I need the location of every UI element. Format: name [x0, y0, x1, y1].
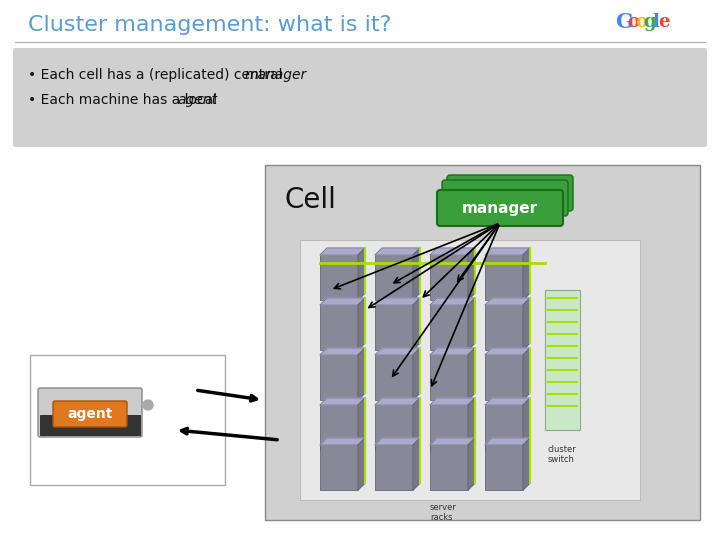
- Polygon shape: [413, 298, 420, 350]
- Polygon shape: [320, 248, 365, 255]
- Text: server
racks: server racks: [430, 503, 457, 522]
- Bar: [485, 355, 523, 400]
- Text: manager: manager: [245, 68, 307, 82]
- Bar: [375, 445, 413, 490]
- FancyBboxPatch shape: [265, 165, 700, 520]
- Polygon shape: [430, 298, 475, 305]
- Polygon shape: [358, 298, 365, 350]
- Polygon shape: [413, 398, 420, 450]
- Bar: [430, 445, 468, 490]
- Polygon shape: [375, 348, 420, 355]
- Bar: [320, 445, 358, 490]
- Bar: [320, 305, 358, 350]
- Polygon shape: [320, 398, 365, 405]
- Polygon shape: [523, 348, 530, 400]
- FancyBboxPatch shape: [300, 240, 640, 500]
- Text: Cell: Cell: [285, 186, 337, 214]
- Polygon shape: [375, 248, 420, 255]
- Polygon shape: [413, 438, 420, 490]
- Polygon shape: [320, 438, 365, 445]
- Text: o: o: [627, 13, 639, 31]
- Polygon shape: [413, 348, 420, 400]
- Polygon shape: [375, 298, 420, 305]
- Polygon shape: [485, 398, 530, 405]
- Polygon shape: [523, 438, 530, 490]
- Text: • Each cell has a (replicated) central: • Each cell has a (replicated) central: [28, 68, 287, 82]
- Circle shape: [143, 400, 153, 410]
- Polygon shape: [358, 248, 365, 300]
- Polygon shape: [468, 298, 475, 350]
- FancyBboxPatch shape: [437, 190, 563, 226]
- Text: • Each machine has a local: • Each machine has a local: [28, 93, 222, 107]
- Polygon shape: [430, 248, 475, 255]
- Polygon shape: [430, 398, 475, 405]
- Bar: [375, 255, 413, 300]
- Polygon shape: [523, 398, 530, 450]
- Polygon shape: [523, 298, 530, 350]
- Polygon shape: [468, 248, 475, 300]
- Bar: [430, 305, 468, 350]
- Polygon shape: [468, 398, 475, 450]
- Bar: [320, 255, 358, 300]
- Polygon shape: [358, 438, 365, 490]
- Polygon shape: [485, 248, 530, 255]
- Bar: [485, 255, 523, 300]
- Text: agent: agent: [67, 407, 113, 421]
- Polygon shape: [320, 348, 365, 355]
- Text: Cluster management: what is it?: Cluster management: what is it?: [28, 15, 392, 35]
- Bar: [430, 405, 468, 450]
- Polygon shape: [485, 298, 530, 305]
- Text: G: G: [615, 12, 633, 32]
- Bar: [485, 305, 523, 350]
- Polygon shape: [430, 348, 475, 355]
- Polygon shape: [413, 248, 420, 300]
- Bar: [375, 305, 413, 350]
- Text: g: g: [643, 13, 656, 31]
- Polygon shape: [375, 398, 420, 405]
- Bar: [485, 445, 523, 490]
- Bar: [320, 405, 358, 450]
- FancyBboxPatch shape: [13, 48, 707, 147]
- Bar: [40, 415, 140, 435]
- Bar: [375, 405, 413, 450]
- Polygon shape: [485, 348, 530, 355]
- FancyBboxPatch shape: [447, 175, 573, 211]
- Bar: [320, 355, 358, 400]
- Text: o: o: [635, 13, 647, 31]
- Polygon shape: [358, 348, 365, 400]
- Polygon shape: [485, 438, 530, 445]
- Polygon shape: [468, 348, 475, 400]
- Bar: [485, 405, 523, 450]
- FancyBboxPatch shape: [30, 355, 225, 485]
- FancyBboxPatch shape: [53, 401, 127, 427]
- Bar: [430, 255, 468, 300]
- Text: e: e: [658, 13, 670, 31]
- Text: cluster
switch: cluster switch: [548, 445, 577, 464]
- Text: l: l: [652, 13, 659, 31]
- FancyBboxPatch shape: [442, 180, 568, 216]
- Polygon shape: [375, 438, 420, 445]
- Bar: [430, 355, 468, 400]
- FancyBboxPatch shape: [38, 388, 142, 437]
- Bar: [375, 355, 413, 400]
- Polygon shape: [523, 248, 530, 300]
- Text: agent: agent: [178, 93, 218, 107]
- Text: manager: manager: [462, 200, 538, 215]
- Polygon shape: [358, 398, 365, 450]
- Polygon shape: [430, 438, 475, 445]
- Polygon shape: [320, 298, 365, 305]
- Polygon shape: [468, 438, 475, 490]
- Bar: [545, 290, 580, 430]
